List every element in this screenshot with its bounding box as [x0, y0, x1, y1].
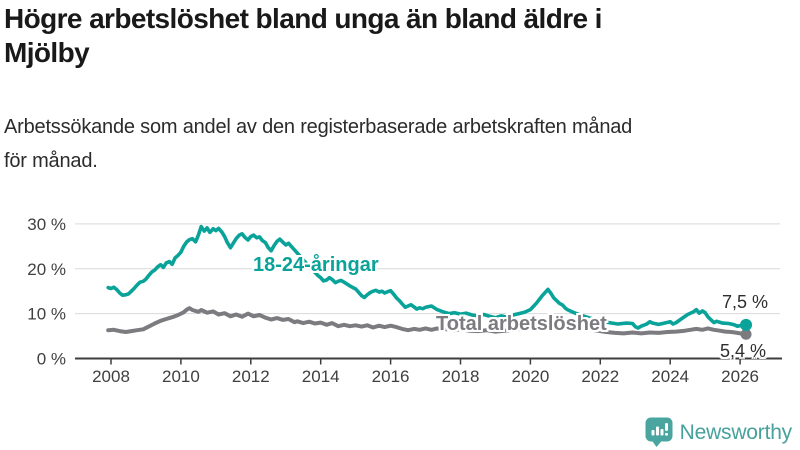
- x-tick-label: 2012: [232, 367, 270, 386]
- x-tick-label: 2008: [92, 367, 130, 386]
- series-label-youth: 18-24-åringar: [253, 254, 379, 276]
- y-tick-label: 10 %: [27, 305, 66, 324]
- y-tick-label: 30 %: [27, 215, 66, 234]
- x-tick-label: 2020: [511, 367, 549, 386]
- x-tick-label: 2018: [442, 367, 480, 386]
- x-tick-label: 2026: [721, 367, 759, 386]
- series-line-total: [106, 306, 748, 337]
- x-tick-label: 2022: [581, 367, 619, 386]
- end-value-label-total: 5,4 %: [719, 341, 766, 361]
- bar-chart-speech-bubble-icon: [645, 417, 673, 447]
- chart-subtitle: Arbetssökande som andel av den registerb…: [4, 110, 632, 178]
- brand-wordmark: Newsworthy: [679, 420, 793, 444]
- y-tick-label: 0 %: [37, 350, 66, 369]
- end-value-label-youth: 7,5 %: [721, 292, 768, 312]
- title-line-2: Mjölby: [4, 37, 90, 68]
- series-line-youth: [106, 224, 748, 330]
- subtitle-line-2: för månad.: [4, 150, 98, 172]
- x-tick-label: 2016: [372, 367, 410, 386]
- end-dot-youth: [740, 318, 753, 331]
- end-dot-total: [740, 328, 752, 340]
- x-tick-label: 2024: [651, 367, 689, 386]
- subtitle-line-1: Arbetssökande som andel av den registerb…: [4, 116, 633, 138]
- x-tick-label: 2010: [162, 367, 200, 386]
- series-label-total: Total arbetslöshet: [436, 313, 607, 335]
- newsworthy-logo[interactable]: Newsworthy: [645, 417, 792, 448]
- x-tick-label: 2014: [302, 367, 340, 386]
- y-tick-label: 20 %: [27, 260, 66, 279]
- title-line-1: Högre arbetslöshet bland unga än bland ä…: [4, 3, 602, 34]
- page-title: Högre arbetslöshet bland unga än bland ä…: [4, 2, 602, 70]
